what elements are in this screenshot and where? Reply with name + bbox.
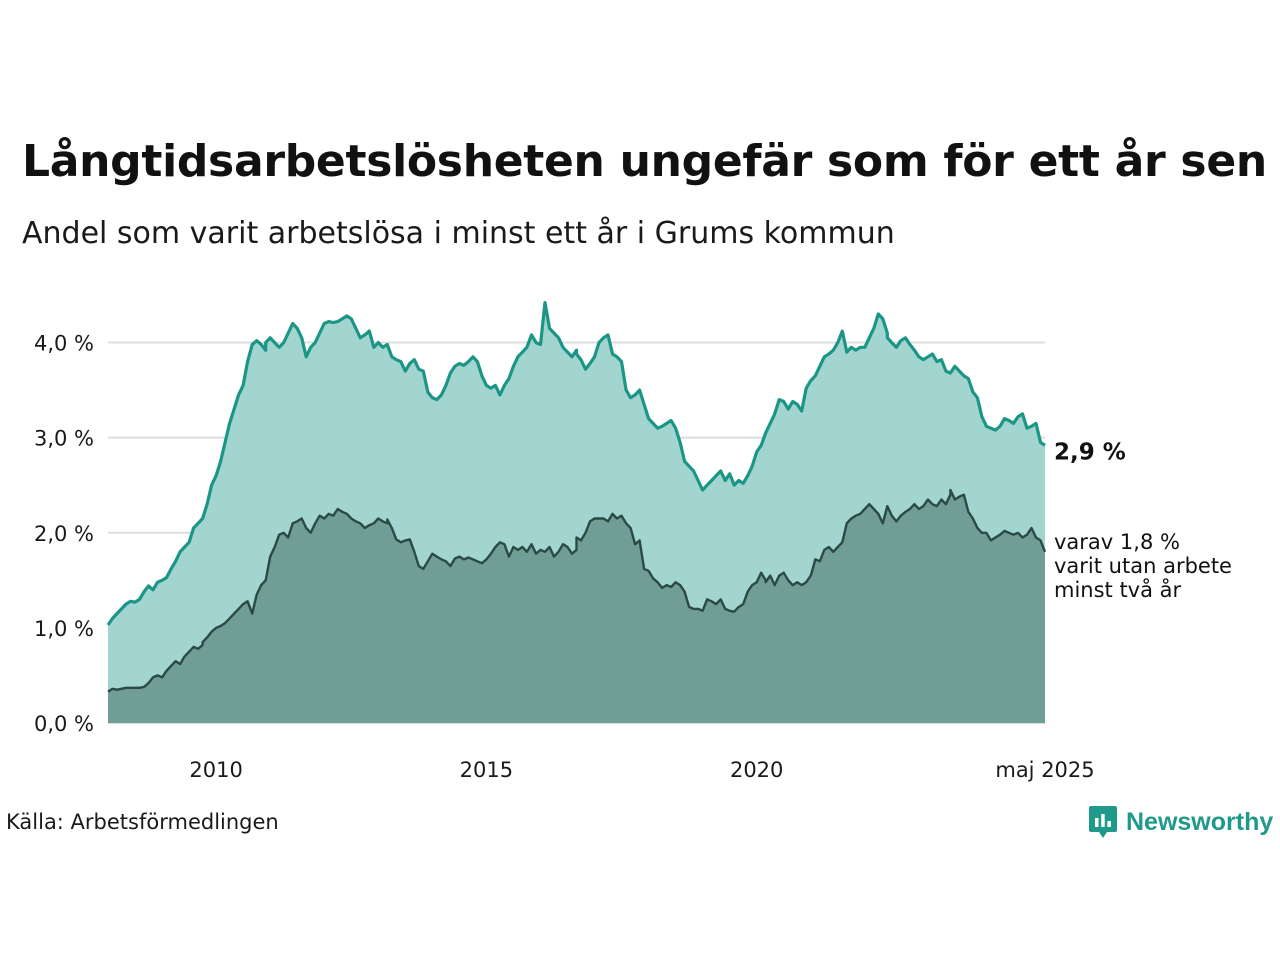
series-1-end-label: 2,9 % xyxy=(1054,439,1126,465)
series-lines xyxy=(106,301,1047,693)
x-axis-ticks: 2010 2015 2020 maj 2025 xyxy=(189,758,1094,782)
series-2-end-label-line: minst två år xyxy=(1054,577,1182,602)
x-tick-label: 2020 xyxy=(730,758,783,782)
y-tick-label: 4,0 % xyxy=(34,332,94,356)
x-tick-label: 2015 xyxy=(460,758,513,782)
series-1-line xyxy=(106,301,1046,626)
y-tick-label: 1,0 % xyxy=(34,617,94,641)
y-tick-label: 3,0 % xyxy=(34,427,94,451)
source-note: Källa: Arbetsförmedlingen xyxy=(6,810,279,834)
brand-name: Newsworthy xyxy=(1126,807,1274,836)
series-2-area xyxy=(108,490,1045,723)
x-tick-label: maj 2025 xyxy=(995,758,1094,782)
chart-subtitle: Andel som varit arbetslösa i minst ett å… xyxy=(22,216,895,251)
brand-logo: Newsworthy xyxy=(1088,804,1273,840)
series-2-end-label-line: varit utan arbete xyxy=(1054,554,1232,578)
series-2-end-label-line: varav 1,8 % xyxy=(1054,530,1180,554)
newsworthy-logo-icon xyxy=(1089,806,1117,838)
x-tick-label: 2010 xyxy=(189,758,242,782)
series-areas xyxy=(108,302,1045,723)
series-2-line xyxy=(107,488,1047,693)
y-axis-ticks: 0,0 % 1,0 % 2,0 % 3,0 % 4,0 % xyxy=(34,332,94,736)
y-tick-label: 0,0 % xyxy=(34,712,94,736)
y-tick-label: 2,0 % xyxy=(34,522,94,546)
chart-title: Långtidsarbetslösheten ungefär som för e… xyxy=(22,136,1267,187)
